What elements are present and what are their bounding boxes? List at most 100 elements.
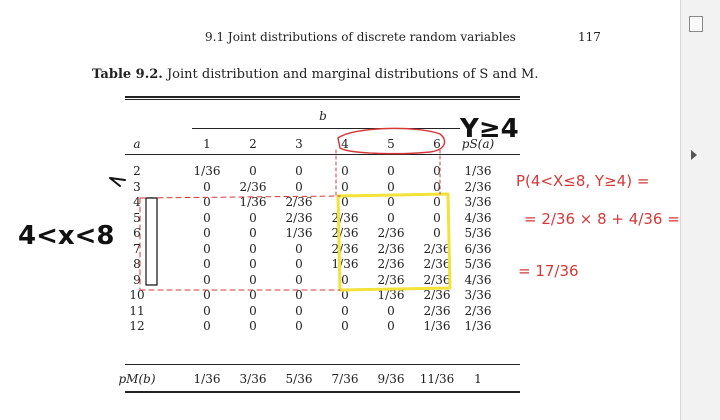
table-cell: 0: [295, 272, 303, 287]
footer-value: 7/36: [331, 372, 359, 386]
marginal-cell: 5/36: [464, 226, 492, 240]
footer-value: 1/36: [193, 372, 221, 386]
table-top-rule-2: [125, 99, 520, 100]
table-cell: 0: [387, 195, 395, 209]
table-cell: 0: [249, 226, 257, 240]
table-cell: 1/36: [331, 257, 359, 271]
table-cell: 2/36: [239, 179, 267, 194]
table-cell: 2/36: [331, 226, 359, 240]
table-cell: 2/36: [423, 272, 451, 287]
vertical-scrollbar[interactable]: [680, 0, 720, 420]
marginal-cell: 2/36: [464, 179, 492, 194]
footer-value: 11/36: [419, 372, 455, 386]
table-cell: 0: [295, 257, 303, 271]
row-label: 11: [129, 303, 145, 318]
footer-rule: [125, 364, 520, 365]
table-cell: 0: [203, 272, 211, 287]
caption-text: Joint distribution and marginal distribu…: [166, 67, 539, 82]
left-condition: 4<x<8: [18, 221, 115, 251]
row-label: 8: [133, 257, 141, 271]
table-cell: 0: [433, 226, 441, 240]
marginal-cell: 1/36: [464, 164, 492, 178]
table-cell: 2/36: [423, 288, 451, 302]
caption-label: Table 9.2.: [92, 67, 163, 82]
chevron-right-icon[interactable]: [691, 150, 697, 160]
marginal-cell: 1/36: [464, 319, 492, 333]
table-cell: 0: [341, 303, 349, 318]
table-cell: 0: [295, 179, 303, 194]
column-header: 3: [295, 137, 303, 151]
table-cell: 0: [387, 319, 395, 333]
column-group-rule: [192, 128, 460, 129]
table-cell: 0: [387, 179, 395, 194]
table-caption: Table 9.2. Joint distribution and margin…: [92, 67, 538, 82]
table-cell: 1/36: [423, 319, 451, 333]
result-expression: = 17/36: [518, 262, 579, 280]
footer-label: pM(b): [118, 372, 156, 386]
header-rule: [125, 154, 520, 155]
marginal-cell: 3/36: [464, 195, 492, 209]
table-cell: 0: [295, 303, 303, 318]
table-cell: 2/36: [377, 272, 405, 287]
table-cell: 2/36: [423, 257, 451, 271]
row-label: 6: [133, 226, 141, 240]
marginal-header: pS(a): [461, 137, 495, 151]
marginal-cell: 3/36: [464, 288, 492, 302]
table-cell: 0: [387, 164, 395, 178]
table-cell: 0: [203, 195, 211, 209]
page-number: 117: [578, 30, 601, 44]
table-cell: 0: [433, 210, 441, 225]
table-cell: 0: [295, 241, 303, 256]
table-cell: 2/36: [423, 303, 451, 318]
table-cell: 0: [341, 288, 349, 302]
column-header: 2: [249, 137, 257, 151]
pdf-page: 9.1 Joint distributions of discrete rand…: [18, 30, 680, 393]
top-condition: Y≥4: [460, 114, 519, 144]
table-cell: 0: [203, 288, 211, 302]
column-header: 6: [433, 137, 441, 151]
table-cell: 0: [203, 226, 211, 240]
expansion-expression: = 2/36 × 8 + 4/36 =: [524, 210, 680, 228]
table-bottom-rule: [125, 391, 520, 393]
table-cell: 0: [203, 179, 211, 194]
marginal-cell: 6/36: [464, 241, 492, 256]
marginal-cell: 4/36: [464, 272, 492, 287]
table-cell: 0: [203, 241, 211, 256]
table-cell: 0: [341, 195, 349, 209]
table-cell: 0: [203, 303, 211, 318]
row-label: 5: [133, 210, 141, 225]
table-cell: 0: [387, 210, 395, 225]
running-header: 9.1 Joint distributions of discrete rand…: [205, 30, 516, 44]
table-cell: 2/36: [331, 210, 359, 225]
table-cell: 0: [249, 303, 257, 318]
table-cell: 0: [341, 272, 349, 287]
table-cell: 0: [203, 319, 211, 333]
table-cell: 2/36: [285, 210, 313, 225]
column-header: 5: [387, 137, 395, 151]
marginal-cell: 5/36: [464, 257, 492, 271]
row-label: 3: [133, 179, 141, 194]
table-top-rule: [125, 96, 520, 98]
table-cell: 0: [249, 288, 257, 302]
table-cell: 0: [249, 257, 257, 271]
column-header: 1: [203, 137, 211, 151]
table-cell: 1/36: [239, 195, 267, 209]
table-cell: 0: [249, 241, 257, 256]
row-header: a: [133, 137, 141, 151]
footer-value: 9/36: [377, 372, 405, 386]
table-cell: 0: [203, 210, 211, 225]
marginal-cell: 2/36: [464, 303, 492, 318]
page-toggle-icon[interactable]: [689, 16, 703, 32]
table-cell: 2/36: [377, 257, 405, 271]
table-cell: 1/36: [285, 226, 313, 240]
table-cell: 0: [249, 210, 257, 225]
table-cell: 0: [249, 319, 257, 333]
footer-value: 5/36: [285, 372, 313, 386]
row-label: 12: [129, 319, 145, 333]
table-cell: 0: [341, 164, 349, 178]
row-label: 2: [133, 164, 141, 178]
row-label: 7: [133, 241, 141, 256]
table-cell: 0: [433, 195, 441, 209]
column-group-header: b: [319, 109, 327, 123]
table-cell: 0: [295, 288, 303, 302]
